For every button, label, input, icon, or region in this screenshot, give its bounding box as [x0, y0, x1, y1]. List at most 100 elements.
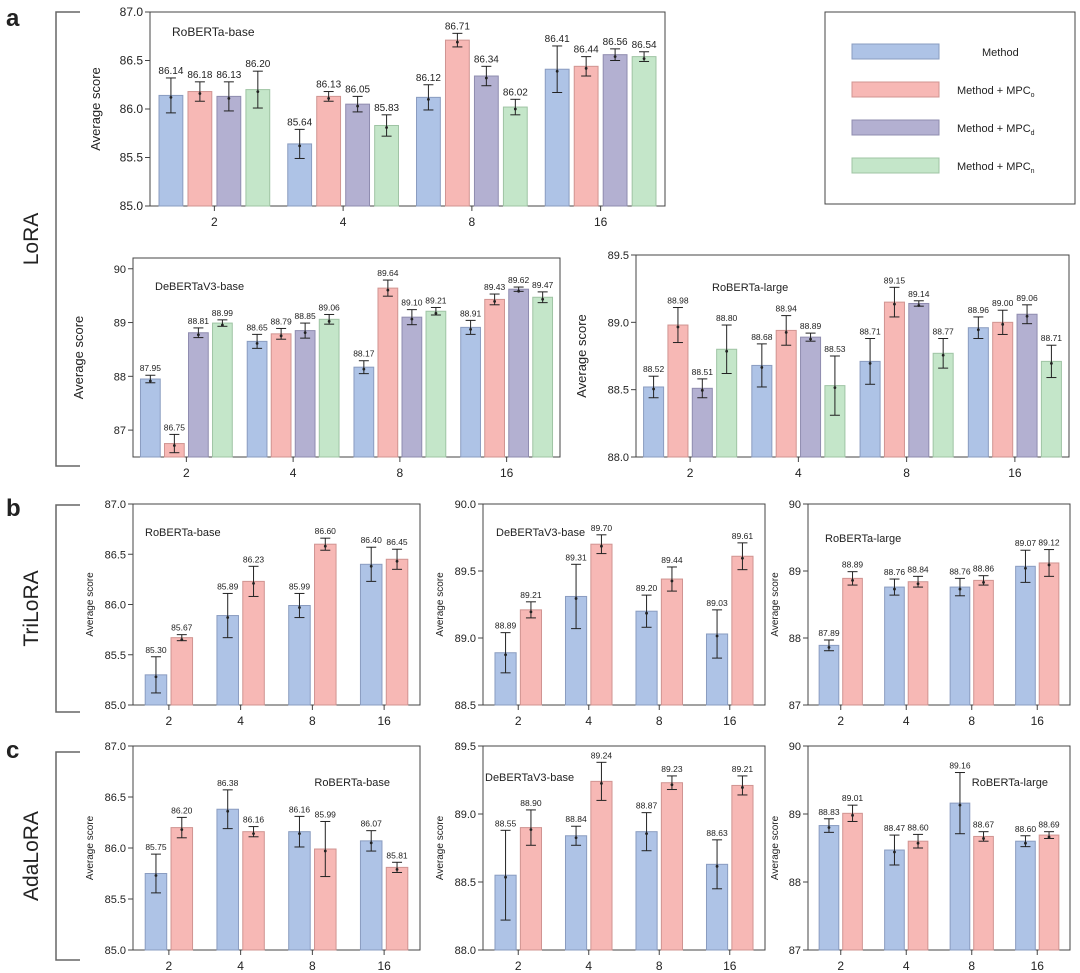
- x-tick-label: 8: [469, 215, 476, 229]
- y-tick-label: 86.0: [105, 600, 126, 612]
- value-label: 86.16: [243, 815, 265, 825]
- method-label: LoRA: [20, 213, 43, 266]
- data-point: [180, 638, 184, 642]
- value-label: 88.60: [1015, 824, 1037, 834]
- data-point: [323, 849, 327, 853]
- x-tick-label: 8: [903, 466, 910, 480]
- value-label: 89.44: [661, 555, 683, 565]
- data-point: [255, 341, 259, 345]
- x-tick-label: 2: [515, 714, 522, 728]
- data-point: [555, 69, 559, 73]
- value-label: 88.47: [884, 823, 906, 833]
- data-point: [958, 803, 962, 807]
- chart-8: 87 88 89 90 Average score RoBERTa-large 2 88.83…: [770, 741, 1071, 973]
- bar: [314, 543, 337, 706]
- bar: [519, 609, 543, 706]
- bar: [212, 322, 233, 458]
- bar: [883, 301, 905, 458]
- y-axis-label: Average score: [85, 572, 96, 637]
- bar: [270, 333, 292, 458]
- data-point: [741, 786, 744, 789]
- data-point: [1047, 835, 1051, 839]
- panel-a: a LoRA: [6, 5, 80, 467]
- value-label: 86.12: [416, 73, 441, 84]
- value-label: 89.07: [1015, 538, 1037, 548]
- value-label: 88.53: [824, 344, 846, 354]
- data-point: [529, 828, 533, 831]
- method-label: TriLoRA: [20, 570, 43, 646]
- value-label: 88.17: [353, 349, 375, 359]
- y-tick-label: 88.5: [608, 385, 629, 397]
- chart-title: DeBERTaV3-base: [155, 281, 244, 293]
- chart-title: RoBERTa-large: [972, 777, 1048, 789]
- x-tick-label: 16: [1031, 959, 1045, 973]
- y-tick-label: 86.0: [105, 843, 126, 855]
- x-tick-label: 16: [377, 959, 391, 973]
- data-point: [645, 832, 648, 836]
- data-point: [196, 333, 200, 337]
- y-tick-label: 85.0: [105, 700, 126, 712]
- chart-0: 85.0 85.5 86.0 86.5 87.0 Average score RoBERTa…: [88, 5, 666, 229]
- data-point: [851, 578, 854, 582]
- bar: [602, 54, 628, 207]
- panel-bracket: [55, 11, 80, 467]
- data-point: [1001, 322, 1005, 326]
- legend-label-subscript: d: [1031, 130, 1035, 137]
- data-point: [958, 587, 962, 591]
- value-label: 88.84: [907, 564, 929, 574]
- value-label: 89.47: [532, 280, 554, 290]
- value-label: 88.65: [246, 322, 268, 332]
- bar: [374, 124, 399, 207]
- data-point: [327, 319, 331, 323]
- bar: [932, 352, 954, 458]
- legend-label: Method + MPCn: [957, 161, 1035, 175]
- value-label: 89.23: [661, 764, 683, 774]
- x-tick-label: 8: [309, 959, 316, 973]
- bar: [973, 579, 994, 706]
- bar: [1015, 565, 1036, 706]
- x-tick-label: 16: [1008, 466, 1022, 480]
- data-point: [252, 581, 255, 585]
- data-point: [725, 349, 729, 353]
- bar: [775, 329, 797, 458]
- data-point: [893, 850, 896, 854]
- data-point: [1047, 563, 1051, 567]
- bar: [660, 578, 684, 706]
- bar: [460, 326, 481, 458]
- data-point: [386, 288, 390, 292]
- bar: [484, 298, 505, 458]
- x-tick-label: 2: [166, 714, 173, 728]
- value-label: 85.75: [145, 842, 167, 852]
- data-point: [784, 331, 788, 334]
- data-point: [427, 97, 430, 101]
- x-tick-label: 2: [166, 959, 173, 973]
- y-tick-label: 89.5: [455, 741, 476, 753]
- bar: [907, 840, 929, 951]
- y-tick-label: 85.5: [120, 151, 144, 165]
- value-label: 85.81: [386, 850, 408, 860]
- value-label: 88.81: [188, 316, 210, 326]
- bar: [170, 827, 194, 951]
- bar: [967, 327, 989, 458]
- x-tick-label: 4: [585, 714, 592, 728]
- data-point: [395, 559, 399, 563]
- value-label: 86.16: [289, 804, 311, 814]
- value-label: 86.34: [474, 54, 499, 65]
- chart-title: RoBERTa-base: [314, 777, 390, 789]
- data-point: [504, 653, 507, 657]
- data-point: [541, 297, 545, 301]
- data-point: [484, 76, 488, 80]
- x-tick-label: 8: [656, 959, 663, 973]
- chart-title: RoBERTa-large: [825, 533, 901, 545]
- bar: [907, 581, 929, 706]
- chart-2: 88.0 88.5 89.0 89.5 Average score RoBERTa-lar…: [574, 250, 1070, 480]
- data-point: [327, 96, 331, 100]
- data-point: [493, 300, 497, 303]
- bar: [216, 95, 242, 207]
- value-label: 89.64: [377, 268, 399, 278]
- value-label: 88.71: [1041, 333, 1063, 343]
- value-label: 89.00: [992, 298, 1014, 308]
- value-label: 88.84: [565, 814, 587, 824]
